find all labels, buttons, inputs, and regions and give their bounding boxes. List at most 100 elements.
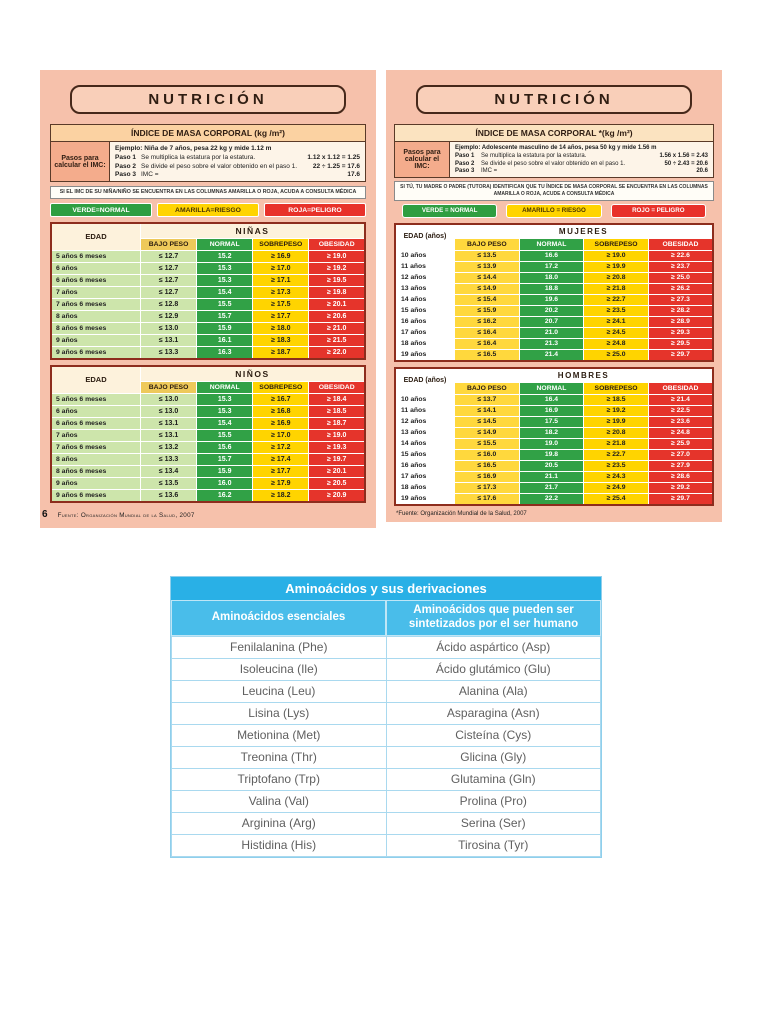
value-cell: ≥ 23.5 [583,304,649,317]
table-row: 13 años ≤ 14.9 18.8 ≥ 21.8 ≥ 26.2 [394,282,714,295]
amino-column-headers: Aminoácidos esenciales Aminoácidos que p… [171,600,601,636]
source-text: Fuente: Organización Mundial de la Salud… [57,512,195,520]
value-cell: ≥ 20.1 [308,465,366,479]
table-row: 7 años 6 meses ≤ 13.2 15.6 ≥ 17.2 ≥ 19.3 [50,441,366,455]
paso-value: 1.12 x 1.12 = 1.25 [307,154,360,161]
amino-row: Metionina (Met) Cisteína (Cys) [171,723,601,747]
edad-cell: 7 años 6 meses [50,441,141,455]
value-cell: ≥ 21.8 [583,437,649,450]
column-header: OBESIDAD [308,381,366,395]
value-cell: 17.5 [518,415,585,428]
value-cell: ≥ 18.0 [252,322,310,336]
value-cell: 16.9 [518,404,585,417]
amino-table-title: Aminoácidos y sus derivaciones [171,577,601,600]
value-cell: ≤ 14.4 [454,271,520,284]
value-cell: ≥ 22.6 [647,249,714,262]
edad-cell: 15 años [394,304,455,317]
value-cell: ≤ 14.1 [454,404,520,417]
value-cell: ≥ 20.8 [583,426,649,439]
value-cell: 18.2 [518,426,585,439]
table-row: 8 años 6 meses ≤ 13.0 15.9 ≥ 18.0 ≥ 21.0 [50,322,366,336]
value-cell: ≥ 19.2 [583,404,649,417]
steps-label: Pasos para calcular el IMC: [395,142,450,177]
value-cell: ≥ 20.6 [308,310,366,324]
value-cell: ≥ 19.3 [308,441,366,455]
value-cell: ≥ 18.7 [308,417,366,431]
value-cell: ≥ 19.9 [583,415,649,428]
value-cell: ≤ 14.9 [454,282,520,295]
value-cell: 18.8 [518,282,585,295]
edad-cell: 17 años [394,326,455,339]
paso-row: Paso 1 Se multiplica la estatura por la … [115,154,360,161]
value-cell: ≥ 19.7 [308,453,366,467]
table-row: 10 años ≤ 13.7 16.4 ≥ 18.5 ≥ 21.4 [394,393,714,406]
edad-cell: 12 años [394,415,455,428]
legend-yellow: AMARILLA=RIESGO [157,203,259,218]
value-cell: ≥ 16.8 [252,405,310,419]
synthesized-cell: Asparagina (Asn) [385,701,601,725]
column-header: NORMAL [518,381,585,395]
value-cell: ≥ 19.0 [583,249,649,262]
legend-red: ROJA=PELIGRO [264,203,366,218]
amino-row: Leucina (Leu) Alanina (Ala) [171,679,601,703]
table-row: 19 años ≤ 17.6 22.2 ≥ 25.4 ≥ 29.7 [394,492,714,505]
value-cell: 17.2 [518,260,585,273]
table-row: 11 años ≤ 14.1 16.9 ≥ 19.2 ≥ 22.5 [394,404,714,417]
legend-red: ROJO = PELIGRO [610,203,706,218]
legend-green: VERDE = NORMAL [402,203,498,218]
value-cell: ≥ 18.5 [308,405,366,419]
value-cell: ≥ 17.3 [252,286,310,300]
table-row: 18 años ≤ 16.4 21.3 ≥ 24.8 ≥ 29.5 [394,337,714,350]
table-row: 12 años ≤ 14.5 17.5 ≥ 19.9 ≥ 23.6 [394,415,714,428]
value-cell: ≥ 18.4 [308,393,366,407]
edad-column-header: EDAD [50,365,141,395]
value-cell: ≥ 22.7 [583,293,649,306]
essential-cell: Triptofano (Trp) [171,767,387,791]
value-cell: ≤ 12.7 [139,286,198,300]
table-row: 6 años 6 meses ≤ 13.1 15.4 ≥ 16.9 ≥ 18.7 [50,417,366,431]
paso-row: Paso 2 Se divide el peso sobre el valor … [115,163,360,170]
edad-cell: 6 años [50,262,141,276]
value-cell: ≥ 28.2 [647,304,714,317]
edad-column-header: EDAD [50,222,141,252]
essential-cell: Leucina (Leu) [171,679,387,703]
value-cell: 15.4 [196,286,254,300]
imc-calc-box: ÍNDICE DE MASA CORPORAL (kg /m²) Pasos p… [50,124,366,182]
value-cell: ≥ 27.3 [647,293,714,306]
value-cell: ≤ 12.8 [139,298,198,312]
value-cell: ≤ 13.4 [139,465,198,479]
table-row: 8 años ≤ 13.3 15.7 ≥ 17.4 ≥ 19.7 [50,453,366,467]
amino-acids-table: Aminoácidos y sus derivaciones Aminoácid… [170,576,602,858]
value-cell: ≥ 16.9 [252,250,310,264]
color-legend: VERDE = NORMAL AMARILLO = RIESGO ROJO = … [402,203,706,218]
nutrition-panel-adolescents: NUTRICIÓN ÍNDICE DE MASA CORPORAL *(kg /… [386,70,722,522]
value-cell: ≤ 15.9 [454,304,520,317]
value-cell: 16.3 [196,346,254,360]
edad-cell: 17 años [394,470,455,483]
value-cell: ≤ 14.9 [454,426,520,439]
table-row: 8 años 6 meses ≤ 13.4 15.9 ≥ 17.7 ≥ 20.1 [50,465,366,479]
right-tables: EDAD (años) MUJERES BAJO PESO NORMAL SOBREPE… [394,222,714,506]
edad-cell: 8 años 6 meses [50,322,141,336]
paso-text: Se multiplica la estatura por la estatur… [481,153,587,159]
value-cell: 15.6 [196,441,254,455]
value-cell: ≥ 29.5 [647,337,714,350]
value-cell: 19.0 [518,437,585,450]
column-header: SOBREPESO [252,381,310,395]
synthesized-cell: Cisteína (Cys) [385,723,601,747]
group-title: NIÑAS [140,222,366,240]
amino-row: Valina (Val) Prolina (Pro) [171,789,601,813]
value-cell: ≥ 18.7 [252,346,310,360]
value-cell: ≤ 13.0 [139,322,198,336]
value-cell: ≥ 17.7 [252,465,310,479]
table-row: 9 años 6 meses ≤ 13.3 16.3 ≥ 18.7 ≥ 22.0 [50,346,366,360]
value-cell: 15.7 [196,453,254,467]
value-cell: ≥ 17.2 [252,441,310,455]
value-cell: ≥ 24.5 [583,326,649,339]
edad-cell: 14 años [394,293,455,306]
edad-cell: 5 años 6 meses [50,250,141,264]
paso-text: Se divide el peso sobre el valor obtenid… [481,160,626,167]
edad-cell: 7 años 6 meses [50,298,141,312]
value-cell: ≥ 21.4 [647,393,714,406]
